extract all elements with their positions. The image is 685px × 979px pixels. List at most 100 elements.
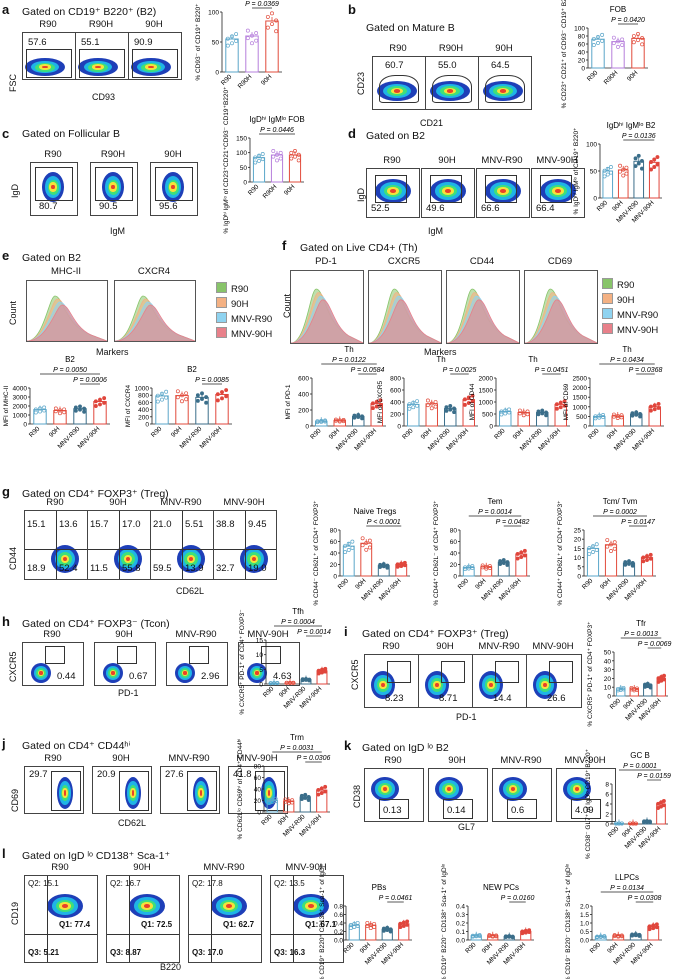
legend-item: MNV-R90 [602,308,658,321]
data-point [517,408,522,413]
density-blob [555,189,561,193]
sample-label: 90H [438,155,456,166]
bar [425,403,438,427]
yaxis-d: IgD [356,187,366,202]
sample-label: R90H [88,19,114,30]
y-tick-label: 4000 [13,386,28,393]
gate-k: Gated on IgD ˡᵒ B2 [362,742,449,754]
category-label: R90 [28,425,42,439]
density-blob [188,556,194,562]
category-label: 90H [328,427,342,441]
data-point [515,556,520,561]
quadrant-value: 59.5 [153,563,172,574]
p-value: P = 0.0306 [297,755,331,762]
flow-plot: 41.8 [228,766,288,814]
legend-swatch [216,297,227,308]
data-point [283,799,288,804]
data-point [53,406,58,411]
category-label: MNV-90H [199,425,224,450]
quad-line-v [211,876,212,962]
gate-g: Gated on CD4⁺ FOXP3⁺ (Treg) [22,488,169,500]
flow-plot: 0.14 [428,768,488,822]
y-tick-label: 0 [593,196,597,203]
gate-l: Gated on IgD ˡᵒ CD138⁺ Sca-1⁺ [22,850,171,862]
panel-label-g: g [2,484,10,499]
data-point [619,415,624,420]
density-blob [445,189,451,193]
data-point [215,398,220,403]
quadrant-value: 21.0 [153,519,172,530]
y-tick-label: 60 [254,775,262,782]
density-blob [51,184,55,190]
data-point [253,160,258,165]
data-point [360,543,365,548]
y-tick-label: 5 [259,667,263,674]
data-point [444,405,449,410]
data-point [470,393,475,398]
panel-label-c: c [2,126,10,141]
flow-plot: Q2: 17.8 Q1: 62.7 Q3: 17.0 [188,875,262,963]
data-point [270,11,274,16]
category-label: 90H [277,813,291,827]
data-point [293,154,297,159]
sample-label: MNV-90H [223,497,265,508]
sample-label: MNV-90H [247,629,289,640]
quad-line-h [271,934,343,935]
data-point [323,784,328,789]
gate-box [45,646,65,664]
data-point [184,391,189,396]
data-point [601,413,606,417]
p-value: P = 0.0050 [53,367,87,374]
gate-i: Gated on CD4⁺ FOXP3⁺ (Treg) [362,628,509,640]
flow-plot: 95.6 [150,162,198,216]
gate-value: 55.1 [81,37,100,48]
data-point [53,409,58,414]
y-tick-label: 0 [581,66,585,73]
sample-label: R90 [383,155,401,166]
gate-value: 14.4 [493,693,512,704]
density-blob [63,790,67,796]
data-point [612,546,617,551]
data-point [554,406,559,411]
data-point [299,797,304,801]
legend-label: 90H [231,299,249,310]
y-tick-label: 0 [305,424,309,431]
data-point [503,935,508,939]
data-point [260,157,265,162]
legend-item: 90H [216,297,272,310]
y-tick-label: 80 [578,34,586,41]
data-point [594,548,599,553]
data-point [323,418,328,423]
data-point [609,165,613,169]
data-point [98,402,102,407]
gate-box [387,661,411,683]
y-tick-label: 600 [390,388,401,395]
y-tick-label: 100 [236,150,247,157]
data-point [346,548,351,552]
gate-d: Gated on B2 [366,130,425,142]
data-point [33,407,38,412]
data-point [641,559,646,564]
bar-chart-b: 0 20 40 60 80 100 R90 R90H 90H P = 0.0420 FOB % CD2… [561,0,648,108]
bar [283,800,295,813]
data-point [652,407,657,412]
data-point [429,406,434,411]
flow-plot: Q2: 16.7 Q1: 72.5 Q3: 8.87 [106,875,180,963]
bar-chart-h: 0 5 10 15 R90 90H MNV-R90 MNV-90H P = 0.0004 P = … [239,607,331,715]
y-tick-label: 0 [605,822,609,829]
legend-swatch [602,278,613,289]
data-point [343,550,348,555]
data-point [600,32,605,37]
data-point [433,404,438,409]
data-point [618,163,622,168]
marker-title: CXCR5 [387,256,421,267]
y-tick-label: 0 [145,422,149,429]
data-point [647,927,652,932]
y-tick-label: 80 [254,764,262,771]
legend-e: R90 90H MNV-R90 MNV-90H [216,282,272,342]
data-point [374,404,379,409]
